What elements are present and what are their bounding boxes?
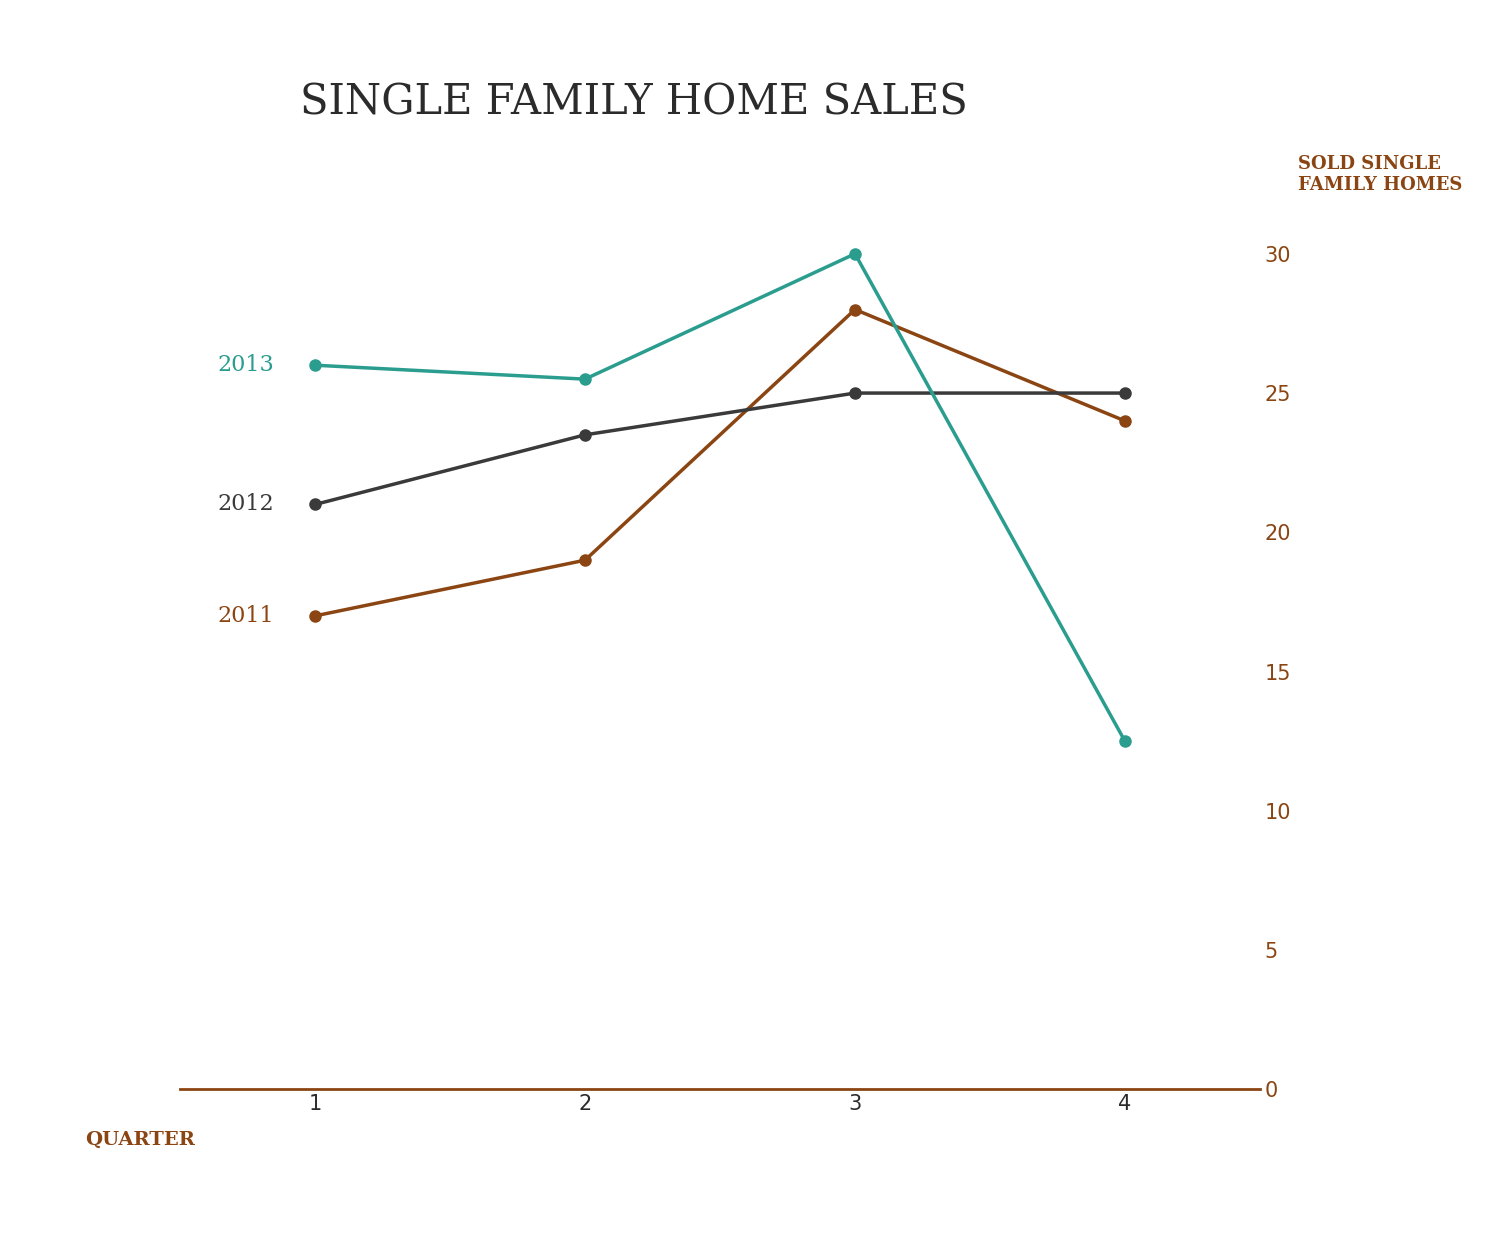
Text: SINGLE FAMILY HOME SALES: SINGLE FAMILY HOME SALES (300, 82, 968, 124)
Text: QUARTER: QUARTER (86, 1132, 195, 1149)
Text: 2013: 2013 (217, 354, 274, 376)
Text: SOLD SINGLE
FAMILY HOMES: SOLD SINGLE FAMILY HOMES (1298, 155, 1462, 193)
Text: 2012: 2012 (217, 494, 274, 515)
Text: 2011: 2011 (217, 605, 274, 626)
